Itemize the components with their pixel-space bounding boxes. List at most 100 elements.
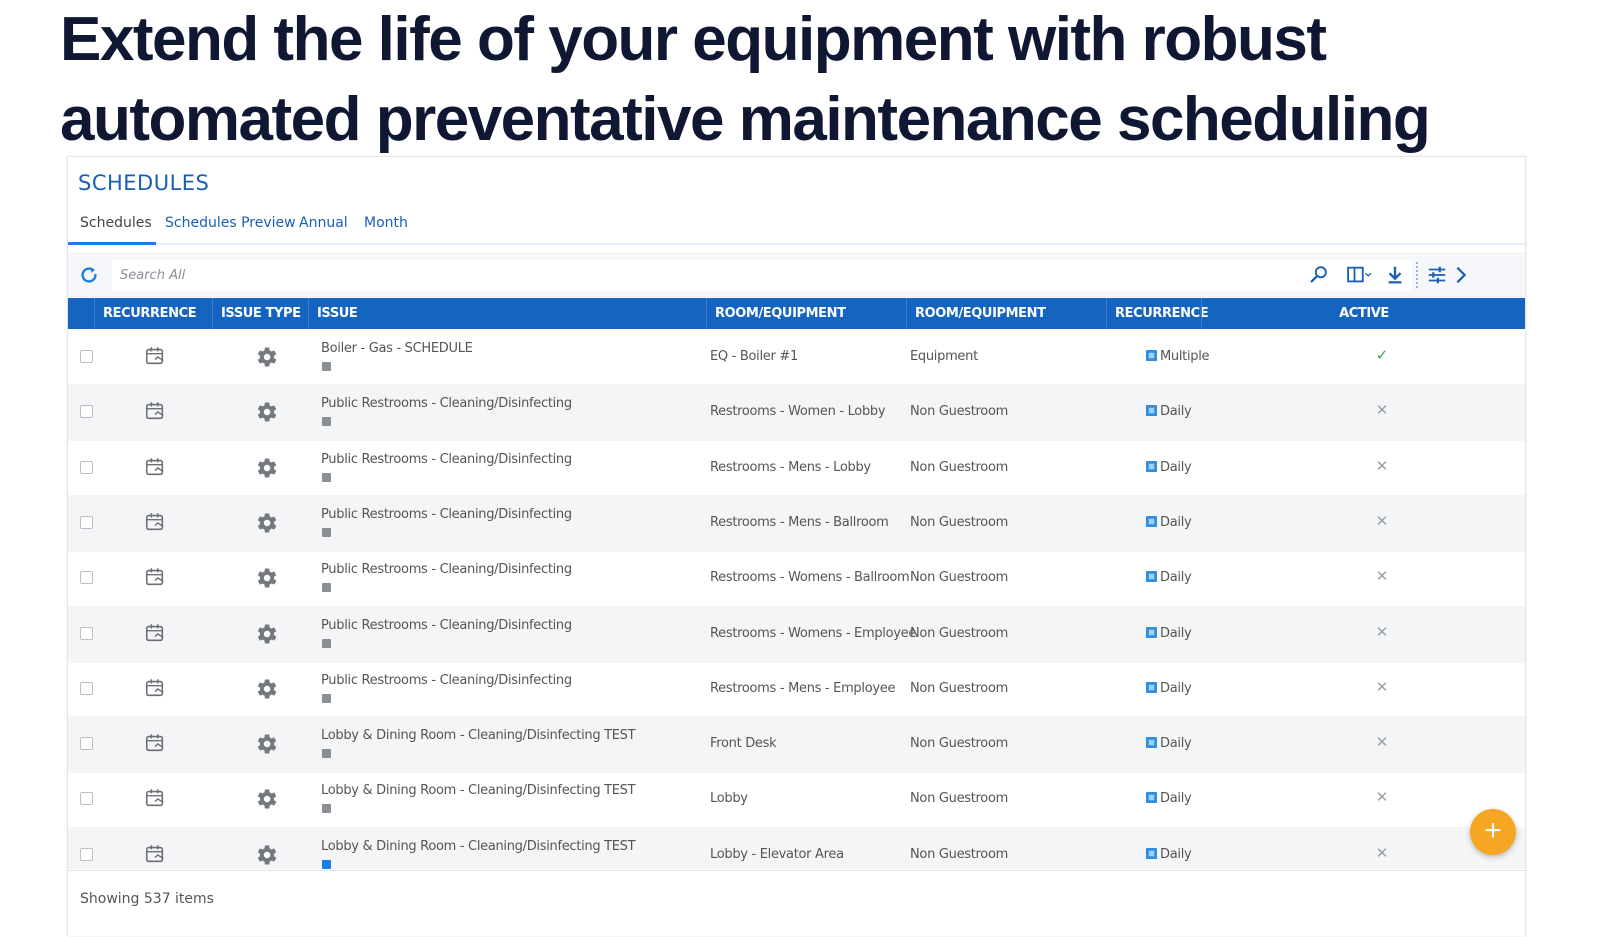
issue-note-icon	[322, 804, 331, 814]
gear-icon	[257, 623, 277, 644]
issue-name[interactable]: Public Restrooms - Cleaning/Disinfecting	[321, 672, 572, 688]
row-checkbox[interactable]	[80, 737, 93, 751]
header-issue[interactable]: ISSUE	[308, 298, 706, 329]
inactive-x-icon: ✕	[1375, 623, 1389, 641]
recurrence-icon	[1146, 460, 1157, 472]
row-checkbox[interactable]	[80, 681, 93, 695]
table-header: RECURRENCE TYPE ISSUE TYPE ISSUE ROOM/EQ…	[68, 298, 1526, 352]
calendar-recurrence-icon	[145, 789, 164, 807]
tab-schedules-preview[interactable]: Schedules Preview	[165, 215, 296, 231]
inactive-x-icon: ✕	[1375, 844, 1389, 862]
gear-icon	[257, 513, 277, 533]
issue-note-icon	[322, 749, 331, 759]
search-input[interactable]	[112, 260, 1412, 290]
issue-name[interactable]: Public Restrooms - Cleaning/Disinfecting	[321, 617, 572, 633]
add-schedule-button[interactable]: +	[1470, 809, 1516, 855]
room-equipment: Restrooms - Women - Lobby	[710, 404, 886, 420]
row-checkbox[interactable]	[80, 515, 93, 529]
row-checkbox[interactable]	[80, 460, 93, 474]
recurrence-value: Daily	[1160, 514, 1192, 530]
recurrence-value: Daily	[1160, 680, 1192, 696]
download-icon[interactable]	[1384, 264, 1406, 286]
issue-name[interactable]: Public Restrooms - Cleaning/Disinfecting	[321, 396, 572, 412]
row-checkbox[interactable]	[80, 847, 93, 861]
item-count: Showing 537 items	[80, 891, 214, 907]
active-check-icon: ✓	[1375, 347, 1389, 364]
table-row[interactable]: Public Restrooms - Cleaning/Disinfecting…	[68, 605, 1525, 663]
filter-settings-icon[interactable]	[1426, 264, 1448, 286]
room-equipment-category: Non Guestroom	[910, 625, 1008, 641]
table-row[interactable]: Boiler - Gas - SCHEDULE EQ - Boiler #1 Equ…	[68, 329, 1525, 386]
table-row[interactable]: Public Restrooms - Cleaning/Disinfecting…	[68, 494, 1525, 552]
calendar-recurrence-icon	[145, 679, 164, 696]
refresh-icon[interactable]	[78, 264, 100, 286]
recurrence-value: Daily	[1160, 625, 1192, 641]
issue-note-icon	[322, 583, 331, 593]
header-recurrence-type[interactable]: RECURRENCE TYPE	[94, 298, 212, 352]
table-row[interactable]: Lobby & Dining Room - Cleaning/Disinfect…	[68, 826, 1525, 869]
room-equipment: Restrooms - Mens - Ballroom	[710, 514, 889, 530]
issue-note-icon	[322, 417, 331, 427]
calendar-recurrence-icon	[145, 568, 164, 586]
room-equipment: Lobby	[710, 791, 748, 807]
table-row[interactable]: Lobby & Dining Room - Cleaning/Disinfect…	[68, 716, 1525, 774]
header-issue-type[interactable]: ISSUE TYPE	[212, 298, 308, 329]
row-checkbox[interactable]	[80, 792, 93, 806]
headline-line-2: automated preventative maintenance sched…	[60, 85, 1431, 154]
row-checkbox[interactable]	[80, 626, 93, 640]
recurrence-icon	[1146, 571, 1157, 583]
tab-bar: Schedules Schedules Preview Annual Month	[68, 205, 1525, 245]
columns-icon[interactable]	[1346, 264, 1374, 286]
header-recurrence[interactable]: RECURRENCE	[1106, 298, 1209, 329]
issue-note-icon	[322, 859, 331, 869]
issue-name[interactable]: Lobby & Dining Room - Cleaning/Disinfect…	[321, 838, 636, 854]
inactive-x-icon: ✕	[1375, 402, 1389, 420]
table-row[interactable]: Lobby & Dining Room - Cleaning/Disinfect…	[68, 771, 1525, 828]
issue-name[interactable]: Boiler - Gas - SCHEDULE	[321, 341, 473, 356]
recurrence-value: Daily	[1160, 570, 1192, 586]
inactive-x-icon: ✕	[1375, 789, 1389, 807]
room-equipment-category: Non Guestroom	[910, 846, 1008, 862]
gear-icon	[257, 458, 277, 478]
calendar-recurrence-icon	[145, 457, 164, 475]
tab-month[interactable]: Month	[364, 215, 408, 231]
gear-icon	[257, 402, 277, 422]
table-footer: Showing 537 items	[68, 870, 1525, 936]
headline: Extend the life of your equipment with r…	[60, 0, 1560, 160]
headline-line-1: Extend the life of your equipment with r…	[60, 5, 1327, 74]
tab-annual[interactable]: Annual	[299, 215, 348, 231]
issue-name[interactable]: Lobby & Dining Room - Cleaning/Disinfect…	[321, 728, 636, 744]
header-active[interactable]: ACTIVE	[1201, 298, 1526, 329]
header-room-equipment[interactable]: ROOM/EQUIPMENT	[706, 298, 906, 329]
recurrence-icon	[1146, 681, 1157, 693]
row-checkbox[interactable]	[80, 405, 93, 419]
issue-name[interactable]: Public Restrooms - Cleaning/Disinfecting	[321, 451, 572, 467]
row-checkbox[interactable]	[80, 350, 93, 363]
recurrence-value: Multiple	[1160, 349, 1210, 364]
issue-name[interactable]: Lobby & Dining Room - Cleaning/Disinfect…	[321, 783, 636, 799]
recurrence-value: Daily	[1160, 791, 1192, 807]
table-row[interactable]: Public Restrooms - Cleaning/Disinfecting…	[68, 550, 1525, 607]
header-room-equipment-category[interactable]: ROOM/EQUIPMENT CATEGORY	[906, 298, 1106, 352]
chevron-right-icon[interactable]	[1450, 264, 1472, 286]
gear-icon	[257, 734, 277, 754]
search-icon[interactable]	[1308, 264, 1330, 286]
issue-name[interactable]: Public Restrooms - Cleaning/Disinfecting	[321, 562, 572, 578]
gear-icon	[257, 679, 277, 699]
table-row[interactable]: Public Restrooms - Cleaning/Disinfecting…	[68, 661, 1525, 718]
recurrence-value: Daily	[1160, 404, 1192, 420]
recurrence-icon	[1146, 350, 1157, 361]
room-equipment-category: Non Guestroom	[910, 570, 1008, 586]
room-equipment-category: Non Guestroom	[910, 404, 1008, 420]
issue-note-icon	[322, 693, 331, 703]
schedules-panel: SCHEDULES Schedules Schedules Preview An…	[67, 156, 1526, 936]
row-checkbox[interactable]	[80, 571, 93, 585]
issue-name[interactable]: Public Restrooms - Cleaning/Disinfecting	[321, 506, 572, 522]
room-equipment: Restrooms - Womens - Ballroom	[710, 570, 910, 586]
table-row[interactable]: Public Restrooms - Cleaning/Disinfecting…	[68, 384, 1525, 442]
table-row[interactable]: Public Restrooms - Cleaning/Disinfecting…	[68, 440, 1525, 497]
issue-note-icon	[322, 638, 331, 648]
calendar-recurrence-icon	[145, 402, 164, 420]
room-equipment-category: Equipment	[910, 349, 978, 364]
tab-schedules[interactable]: Schedules	[80, 215, 152, 231]
